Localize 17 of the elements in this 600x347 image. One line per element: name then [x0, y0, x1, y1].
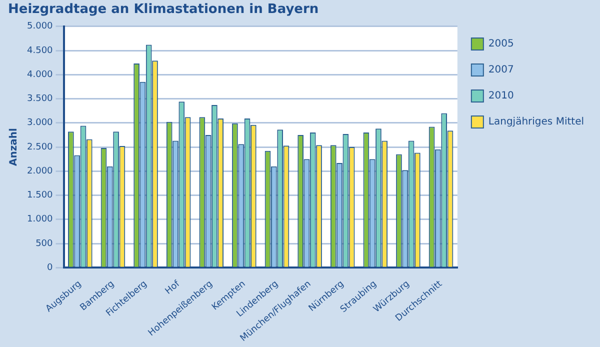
y-tick-label: 0: [47, 262, 54, 273]
y-axis-title: Anzahl: [8, 128, 20, 166]
y-tick-label: 4.500: [27, 46, 54, 56]
y-tick-label: 2.000: [27, 166, 54, 176]
y-tick-label: 5.000: [27, 22, 54, 32]
y-tick-label: 4.000: [27, 70, 54, 80]
y-tick-label: 2.500: [27, 142, 54, 152]
legend-label: 2010: [488, 90, 514, 102]
y-tick-label: 500: [36, 238, 54, 249]
y-tick-label: 3.500: [27, 94, 54, 104]
legend-label: 2005: [488, 38, 514, 50]
y-tick-label: 1.500: [27, 190, 54, 201]
y-tick-label: 3.000: [27, 118, 54, 128]
legend-label: 2007: [488, 64, 514, 76]
chart-title: Heizgradtage an Klimastationen in Bayern: [8, 2, 319, 17]
legend-label: Langjähriges Mittel: [488, 116, 584, 128]
y-tick-label: 1.000: [27, 214, 54, 225]
